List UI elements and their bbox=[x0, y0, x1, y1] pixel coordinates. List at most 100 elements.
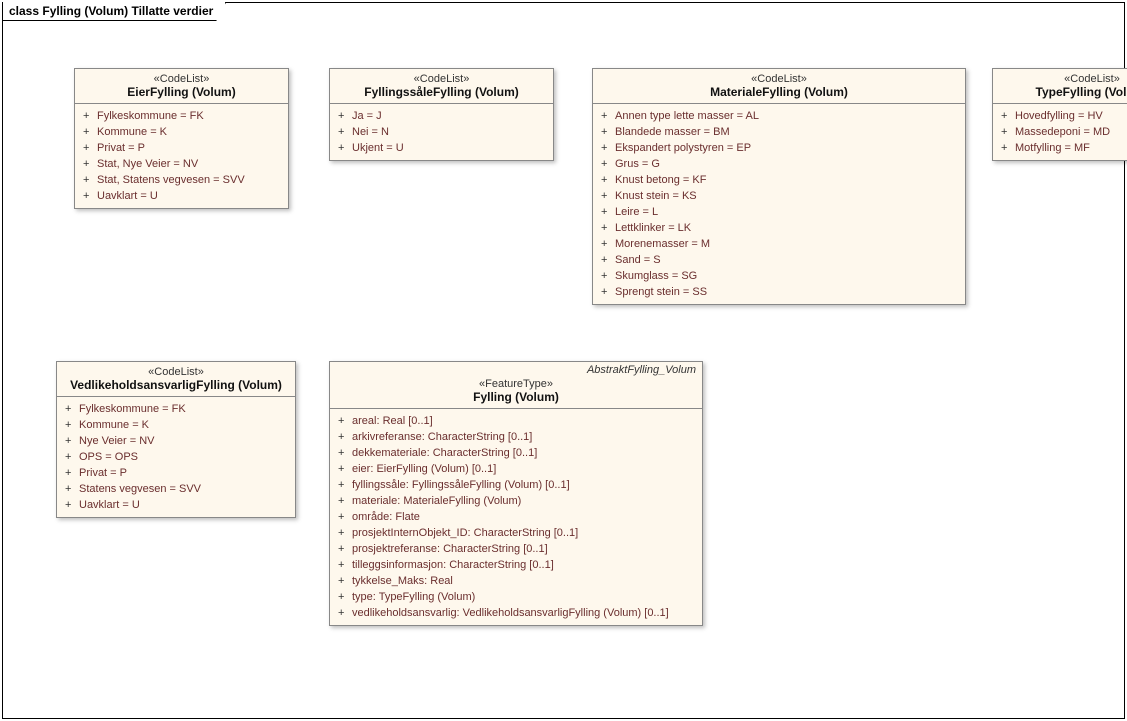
attribute-row: +Fylkeskommune = FK bbox=[75, 108, 288, 124]
attribute-row: +Kommune = K bbox=[75, 124, 288, 140]
visibility-plus-icon: + bbox=[338, 557, 352, 573]
uml-class-header: «CodeList»VedlikeholdsansvarligFylling (… bbox=[57, 362, 295, 397]
attribute-text: Sprengt stein = SS bbox=[615, 284, 957, 300]
attribute-row: +tykkelse_Maks: Real bbox=[330, 573, 702, 589]
attribute-text: prosjektInternObjekt_ID: CharacterString… bbox=[352, 525, 694, 541]
uml-class-body: +areal: Real [0..1]+arkivreferanse: Char… bbox=[330, 409, 702, 625]
attribute-text: Grus = G bbox=[615, 156, 957, 172]
attribute-row: +fyllingssåle: FyllingssåleFylling (Volu… bbox=[330, 477, 702, 493]
attribute-text: Nei = N bbox=[352, 124, 545, 140]
attribute-text: Massedeponi = MD bbox=[1015, 124, 1127, 140]
attribute-row: +Sprengt stein = SS bbox=[593, 284, 965, 300]
attribute-row: +prosjektInternObjekt_ID: CharacterStrin… bbox=[330, 525, 702, 541]
attribute-text: eier: EierFylling (Volum) [0..1] bbox=[352, 461, 694, 477]
stereotype-label: «CodeList» bbox=[338, 73, 545, 85]
visibility-plus-icon: + bbox=[1001, 124, 1015, 140]
attribute-row: +Skumglass = SG bbox=[593, 268, 965, 284]
attribute-row: +tilleggsinformasjon: CharacterString [0… bbox=[330, 557, 702, 573]
visibility-plus-icon: + bbox=[83, 156, 97, 172]
visibility-plus-icon: + bbox=[65, 401, 79, 417]
attribute-text: OPS = OPS bbox=[79, 449, 287, 465]
attribute-row: +Ukjent = U bbox=[330, 140, 553, 156]
visibility-plus-icon: + bbox=[338, 413, 352, 429]
attribute-text: Ja = J bbox=[352, 108, 545, 124]
attribute-row: +type: TypeFylling (Volum) bbox=[330, 589, 702, 605]
attribute-text: Privat = P bbox=[79, 465, 287, 481]
attribute-row: +Kommune = K bbox=[57, 417, 295, 433]
visibility-plus-icon: + bbox=[1001, 140, 1015, 156]
uml-class-fylling: AbstraktFylling_Volum«FeatureType»Fyllin… bbox=[329, 361, 703, 626]
attribute-text: Knust betong = KF bbox=[615, 172, 957, 188]
attribute-text: dekkemateriale: CharacterString [0..1] bbox=[352, 445, 694, 461]
uml-class-body: +Annen type lette masser = AL+Blandede m… bbox=[593, 104, 965, 304]
visibility-plus-icon: + bbox=[601, 252, 615, 268]
frame-title: class Fylling (Volum) Tillatte verdier bbox=[9, 4, 213, 18]
visibility-plus-icon: + bbox=[601, 156, 615, 172]
attribute-text: Annen type lette masser = AL bbox=[615, 108, 957, 124]
attribute-text: prosjektreferanse: CharacterString [0..1… bbox=[352, 541, 694, 557]
uml-class-header: «CodeList»TypeFylling (Volum) bbox=[993, 69, 1127, 104]
visibility-plus-icon: + bbox=[65, 449, 79, 465]
class-name: FyllingssåleFylling (Volum) bbox=[338, 85, 545, 99]
attribute-text: Stat, Nye Veier = NV bbox=[97, 156, 280, 172]
visibility-plus-icon: + bbox=[338, 525, 352, 541]
attribute-text: Skumglass = SG bbox=[615, 268, 957, 284]
visibility-plus-icon: + bbox=[65, 433, 79, 449]
visibility-plus-icon: + bbox=[83, 124, 97, 140]
uml-class-body: +Ja = J+Nei = N+Ukjent = U bbox=[330, 104, 553, 160]
class-name: TypeFylling (Volum) bbox=[1001, 85, 1127, 99]
attribute-row: +Hovedfylling = HV bbox=[993, 108, 1127, 124]
visibility-plus-icon: + bbox=[65, 417, 79, 433]
visibility-plus-icon: + bbox=[83, 188, 97, 204]
visibility-plus-icon: + bbox=[338, 108, 352, 124]
attribute-row: +område: Flate bbox=[330, 509, 702, 525]
attribute-text: fyllingssåle: FyllingssåleFylling (Volum… bbox=[352, 477, 694, 493]
visibility-plus-icon: + bbox=[338, 589, 352, 605]
attribute-text: tykkelse_Maks: Real bbox=[352, 573, 694, 589]
class-name: MaterialeFylling (Volum) bbox=[601, 85, 957, 99]
visibility-plus-icon: + bbox=[338, 461, 352, 477]
attribute-text: Uavklart = U bbox=[79, 497, 287, 513]
attribute-text: Fylkeskommune = FK bbox=[97, 108, 280, 124]
attribute-text: Blandede masser = BM bbox=[615, 124, 957, 140]
attribute-text: Ekspandert polystyren = EP bbox=[615, 140, 957, 156]
attribute-row: +Stat, Nye Veier = NV bbox=[75, 156, 288, 172]
attribute-text: Motfylling = MF bbox=[1015, 140, 1127, 156]
attribute-text: type: TypeFylling (Volum) bbox=[352, 589, 694, 605]
attribute-text: Kommune = K bbox=[79, 417, 287, 433]
visibility-plus-icon: + bbox=[338, 605, 352, 621]
attribute-text: Privat = P bbox=[97, 140, 280, 156]
visibility-plus-icon: + bbox=[601, 172, 615, 188]
visibility-plus-icon: + bbox=[338, 541, 352, 557]
visibility-plus-icon: + bbox=[338, 493, 352, 509]
attribute-row: +prosjektreferanse: CharacterString [0..… bbox=[330, 541, 702, 557]
attribute-text: Stat, Statens vegvesen = SVV bbox=[97, 172, 280, 188]
attribute-text: område: Flate bbox=[352, 509, 694, 525]
uml-class-eier: «CodeList»EierFylling (Volum)+Fylkeskomm… bbox=[74, 68, 289, 209]
attribute-text: tilleggsinformasjon: CharacterString [0.… bbox=[352, 557, 694, 573]
attribute-row: +Statens vegvesen = SVV bbox=[57, 481, 295, 497]
diagram-frame: class Fylling (Volum) Tillatte verdier «… bbox=[2, 2, 1125, 719]
visibility-plus-icon: + bbox=[601, 220, 615, 236]
visibility-plus-icon: + bbox=[1001, 108, 1015, 124]
attribute-row: +dekkemateriale: CharacterString [0..1] bbox=[330, 445, 702, 461]
abstract-label: AbstraktFylling_Volum bbox=[587, 364, 696, 376]
visibility-plus-icon: + bbox=[338, 140, 352, 156]
attribute-text: Ukjent = U bbox=[352, 140, 545, 156]
stereotype-label: «CodeList» bbox=[1001, 73, 1127, 85]
visibility-plus-icon: + bbox=[65, 465, 79, 481]
attribute-row: +Sand = S bbox=[593, 252, 965, 268]
stereotype-label: «CodeList» bbox=[601, 73, 957, 85]
attribute-row: +Blandede masser = BM bbox=[593, 124, 965, 140]
visibility-plus-icon: + bbox=[601, 236, 615, 252]
attribute-row: +Stat, Statens vegvesen = SVV bbox=[75, 172, 288, 188]
uml-class-vedlikehold: «CodeList»VedlikeholdsansvarligFylling (… bbox=[56, 361, 296, 518]
attribute-row: +Fylkeskommune = FK bbox=[57, 401, 295, 417]
attribute-text: materiale: MaterialeFylling (Volum) bbox=[352, 493, 694, 509]
attribute-row: +Ekspandert polystyren = EP bbox=[593, 140, 965, 156]
uml-class-fyllingssale: «CodeList»FyllingssåleFylling (Volum) +Ja… bbox=[329, 68, 554, 161]
attribute-row: +Knust stein = KS bbox=[593, 188, 965, 204]
attribute-row: +materiale: MaterialeFylling (Volum) bbox=[330, 493, 702, 509]
attribute-text: vedlikeholdsansvarlig: Vedlikeholdsansva… bbox=[352, 605, 694, 621]
visibility-plus-icon: + bbox=[65, 497, 79, 513]
